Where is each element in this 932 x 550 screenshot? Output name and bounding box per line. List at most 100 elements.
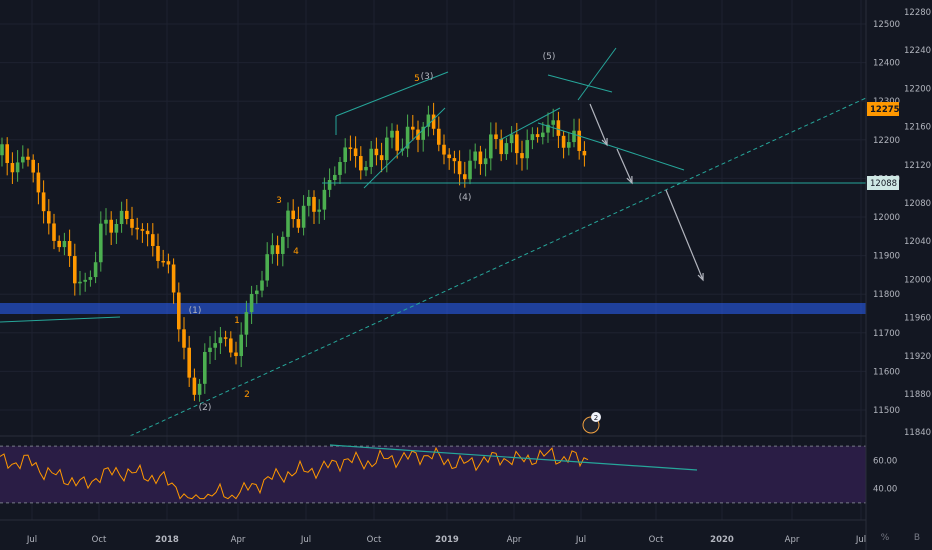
candle-body xyxy=(94,262,98,277)
candle-body xyxy=(364,167,368,170)
candle-body xyxy=(557,120,561,136)
price-tick-label: 12200 xyxy=(873,136,900,146)
time-tick-label: 2020 xyxy=(710,535,734,545)
candle-body xyxy=(156,246,160,261)
candle-body xyxy=(135,228,139,230)
candle-body xyxy=(447,155,451,159)
candle-body xyxy=(265,254,269,280)
candle-body xyxy=(125,211,129,219)
wave-label: (5) xyxy=(543,52,556,62)
price-tick-label: 11800 xyxy=(873,290,900,300)
candle-body xyxy=(369,149,373,167)
candle-body xyxy=(531,134,535,140)
percent-scale-button[interactable]: % xyxy=(878,531,892,545)
candle-body xyxy=(47,211,51,223)
rsi-tick-label: 40.00 xyxy=(873,485,897,495)
candle-body xyxy=(317,210,321,212)
candle-body xyxy=(484,158,488,164)
price-tick-label-right: 11840 xyxy=(904,428,931,438)
time-tick-label: Jul xyxy=(855,535,866,545)
candle-body xyxy=(473,152,477,161)
candle-body xyxy=(577,131,581,151)
candle-body xyxy=(536,134,540,137)
candle-body xyxy=(239,335,243,356)
candle-body xyxy=(323,190,327,210)
candle-body xyxy=(167,261,171,264)
wave-label: 2 xyxy=(244,390,250,400)
candle-body xyxy=(198,384,202,395)
support-band xyxy=(0,303,866,314)
candle-body xyxy=(78,282,82,284)
candle-body xyxy=(567,142,571,148)
price-tick-label: 11900 xyxy=(873,252,900,262)
candle-body xyxy=(219,337,223,343)
price-tick-label: 11700 xyxy=(873,329,900,339)
candle-body xyxy=(499,139,503,154)
candle-body xyxy=(182,329,186,347)
candle-body xyxy=(463,174,467,179)
candle-body xyxy=(286,211,290,237)
wave-label: 4 xyxy=(293,247,299,257)
time-tick-label: Jul xyxy=(575,535,586,545)
candle-body xyxy=(146,231,150,234)
candle-body xyxy=(411,127,415,130)
candle-body xyxy=(505,143,509,154)
scale-toggle-button[interactable]: B xyxy=(910,531,924,545)
wave-label: 5 xyxy=(414,74,420,84)
price-tick-label-right: 12200 xyxy=(904,84,931,94)
price-tick-label-right: 12040 xyxy=(904,237,931,247)
candle-body xyxy=(187,348,191,378)
time-tick-label: 2019 xyxy=(435,535,459,545)
wave-label: (3) xyxy=(421,72,434,82)
candle-body xyxy=(494,134,498,139)
time-tick-label: Apr xyxy=(507,535,522,545)
candle-body xyxy=(297,219,301,228)
time-tick-label: Apr xyxy=(231,535,246,545)
candle-body xyxy=(193,378,197,395)
candle-body xyxy=(73,256,77,283)
candle-body xyxy=(115,224,119,233)
candle-body xyxy=(63,241,67,247)
candle-body xyxy=(68,241,72,256)
candle-body xyxy=(52,223,56,240)
candle-body xyxy=(141,229,145,231)
candle-body xyxy=(0,144,4,155)
candle-body xyxy=(271,245,275,254)
candle-body xyxy=(510,134,514,143)
price-tick-label: 12400 xyxy=(873,59,900,69)
candle-body xyxy=(338,162,342,175)
candle-body xyxy=(5,144,9,163)
candle-body xyxy=(380,155,384,160)
candle-body xyxy=(302,206,306,228)
candle-body xyxy=(312,197,316,212)
price-tick-label: 11600 xyxy=(873,367,900,377)
current-price-label: 12275 xyxy=(870,105,900,115)
time-tick-label: Jul xyxy=(300,535,311,545)
candle-body xyxy=(390,131,394,138)
time-tick-label: Oct xyxy=(367,535,382,545)
candle-body xyxy=(109,220,113,233)
candle-body xyxy=(83,280,87,282)
candle-body xyxy=(260,281,264,291)
wave-label: (4) xyxy=(459,193,472,203)
candle-body xyxy=(120,211,124,224)
candle-body xyxy=(551,120,555,125)
candle-body xyxy=(395,131,399,151)
candle-body xyxy=(572,131,576,142)
price-tick-label: 12000 xyxy=(873,213,900,223)
candle-body xyxy=(37,173,41,193)
candle-body xyxy=(562,136,566,148)
candle-body xyxy=(161,261,165,263)
candle-body xyxy=(234,353,238,357)
candle-body xyxy=(245,312,249,335)
candle-body xyxy=(42,192,46,211)
price-tick-label-right: 11960 xyxy=(904,314,931,324)
candle-body xyxy=(385,138,389,160)
rsi-tick-label: 60.00 xyxy=(873,456,897,466)
candle-body xyxy=(541,133,545,137)
wave-label: (1) xyxy=(189,306,202,316)
candle-body xyxy=(177,293,181,330)
candle-body xyxy=(307,197,311,206)
candle-body xyxy=(525,140,529,158)
